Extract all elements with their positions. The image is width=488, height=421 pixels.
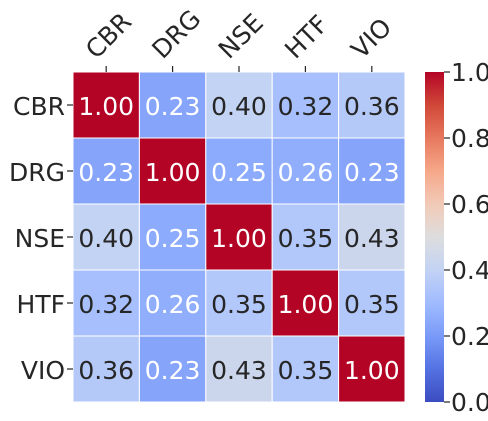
cell-value-label: 0.35 (278, 224, 334, 253)
x-tick-label-drg: DRG (146, 4, 206, 64)
cell-value-label: 0.36 (344, 92, 400, 121)
cell-value-label: 0.40 (211, 92, 267, 121)
y-tick-label-nse: NSE (15, 224, 65, 253)
cell-value-label: 0.35 (344, 290, 400, 319)
cell-value-label: 0.36 (78, 356, 134, 385)
heatmap-cell-htf-nse (205, 269, 273, 337)
cell-value-label: 0.23 (78, 158, 134, 187)
x-axis-tick-labels: CBR DRG NSE HTF VIO (80, 4, 397, 72)
y-tick-label-htf: HTF (17, 290, 65, 319)
heatmap-cells (72, 71, 406, 403)
cell-value-label: 0.32 (78, 290, 134, 319)
colorbar-tick-label: 1.0 (451, 58, 488, 87)
heatmap-cell-vio-drg (138, 335, 207, 403)
cell-value-label: 0.23 (145, 92, 201, 121)
heatmap-cell-drg-nse (205, 137, 273, 205)
cell-value-label: 0.35 (278, 356, 334, 385)
heatmap-cell-cbr-drg (138, 71, 207, 139)
y-tick-label-vio: VIO (21, 356, 65, 385)
heatmap-cell-htf-vio (338, 269, 406, 337)
cell-value-label: 0.25 (211, 158, 267, 187)
heatmap-cell-htf-drg (138, 269, 207, 337)
heatmap-cell-nse-htf (271, 203, 340, 271)
x-tick-label-nse: NSE (213, 8, 269, 64)
cell-value-label: 0.32 (278, 92, 334, 121)
x-tick-label-vio: VIO (346, 13, 398, 65)
y-tick-label-cbr: CBR (13, 92, 65, 121)
cell-value-label: 1.00 (344, 356, 400, 385)
y-axis-tick-labels: CBR DRG NSE HTF VIO (9, 92, 73, 385)
x-tick-label-htf: HTF (279, 9, 334, 64)
cell-value-label: 0.40 (78, 224, 134, 253)
heatmap-cell-cbr-htf (271, 71, 340, 139)
cell-value-label: 1.00 (145, 158, 201, 187)
colorbar-gradient (425, 72, 444, 402)
colorbar: 0.0 0.2 0.4 0.6 0.8 1.0 (425, 58, 488, 417)
heatmap-annotations: 1.00 0.23 0.40 0.32 0.36 0.23 1.00 0.25 0.26 0.23… (78, 92, 399, 385)
heatmap-cell-vio-cbr (72, 335, 140, 403)
cell-value-label: 0.26 (278, 158, 334, 187)
cell-value-label: 0.43 (211, 356, 267, 385)
cell-value-label: 0.23 (145, 356, 201, 385)
y-tick-label-drg: DRG (9, 158, 65, 187)
heatmap-cell-vio-vio (338, 335, 406, 403)
heatmap-cell-htf-htf (271, 269, 340, 337)
colorbar-tick-label: 0.8 (451, 124, 488, 153)
x-tick-label-cbr: CBR (80, 7, 137, 64)
colorbar-tick-label: 0.0 (451, 388, 488, 417)
colorbar-tick-label: 0.6 (451, 190, 488, 219)
cell-value-label: 0.43 (344, 224, 400, 253)
heatmap-cell-nse-vio (338, 203, 406, 271)
cell-value-label: 0.26 (145, 290, 201, 319)
heatmap-cell-drg-vio (338, 137, 406, 205)
cell-value-label: 0.35 (211, 290, 267, 319)
colorbar-tick-label: 0.4 (451, 256, 488, 285)
cell-value-label: 0.25 (145, 224, 201, 253)
heatmap-cell-vio-nse (205, 335, 273, 403)
heatmap-cell-nse-drg (138, 203, 207, 271)
cell-value-label: 1.00 (78, 92, 134, 121)
colorbar-tick-label: 0.2 (451, 322, 488, 351)
cell-value-label: 1.00 (278, 290, 334, 319)
heatmap-cell-cbr-cbr (72, 71, 140, 139)
cell-value-label: 1.00 (211, 224, 267, 253)
cell-value-label: 0.23 (344, 158, 400, 187)
